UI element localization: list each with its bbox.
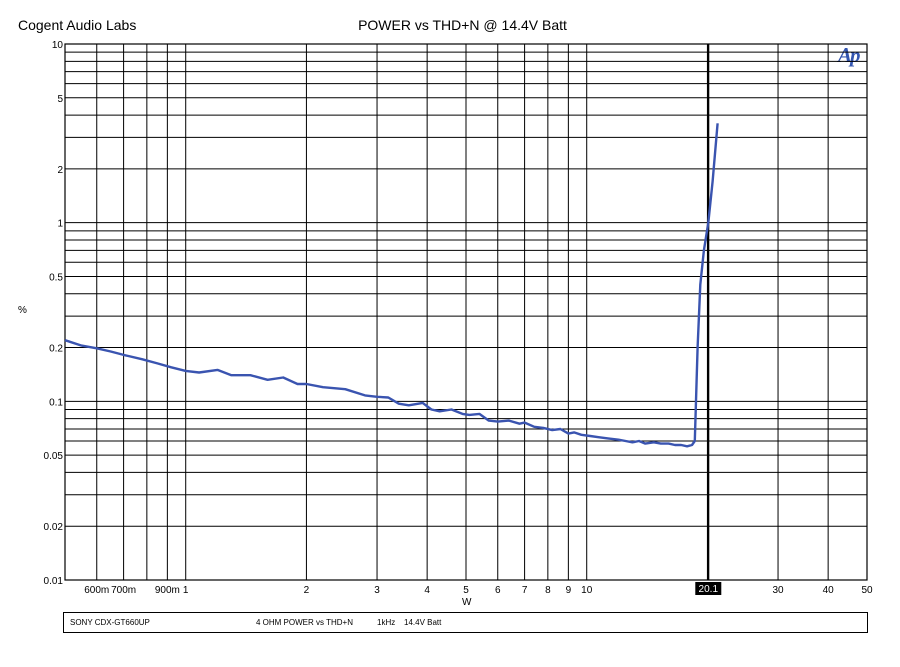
x-tick-label: 1 (183, 585, 189, 596)
y-tick-label: 0.05 (44, 451, 64, 462)
y-tick-label: 2 (57, 165, 63, 176)
y-tick-label: 0.1 (49, 397, 63, 408)
y-tick-label: 0.5 (49, 272, 63, 283)
y-tick-label: 1 (57, 219, 63, 230)
company-name: Cogent Audio Labs (18, 17, 137, 33)
x-tick-label: 2 (304, 585, 310, 596)
footer-description: 4 OHM POWER vs THD+N (256, 618, 353, 627)
x-tick-label: 6 (495, 585, 501, 596)
x-axis-label: W (462, 597, 472, 608)
footer-info-box: SONY CDX-GT660UP 4 OHM POWER vs THD+N 1k… (63, 612, 868, 633)
x-tick-label: 5 (463, 585, 469, 596)
y-tick-label: 5 (57, 94, 63, 105)
x-tick-label: 4 (424, 585, 430, 596)
marker-label-bg (695, 582, 722, 595)
x-tick-label: 40 (823, 585, 835, 596)
x-tick-label: 700m (111, 585, 136, 596)
y-tick-label: 0.01 (44, 576, 64, 587)
x-tick-label: 600m (84, 585, 109, 596)
footer-battery: 14.4V Batt (404, 618, 442, 627)
x-tick-label: 3 (374, 585, 380, 596)
footer-device: SONY CDX-GT660UP (70, 618, 150, 627)
x-tick-label: 900m (155, 585, 180, 596)
x-tick-label: 10 (581, 585, 593, 596)
chart-title: POWER vs THD+N @ 14.4V Batt (358, 17, 567, 33)
x-tick-label: 50 (861, 585, 873, 596)
y-tick-label: 10 (52, 40, 64, 51)
x-tick-label: 7 (522, 585, 528, 596)
x-tick-label: 30 (772, 585, 784, 596)
footer-frequency: 1kHz (377, 618, 396, 627)
y-axis-label: % (18, 305, 27, 316)
series-line (64, 123, 719, 448)
y-tick-label: 0.2 (49, 344, 63, 355)
plot-frame (64, 43, 868, 581)
y-tick-label: 0.02 (44, 522, 64, 533)
x-tick-label: 8 (545, 585, 551, 596)
marker-label: 20.1 (699, 584, 719, 595)
x-tick-label: 9 (566, 585, 572, 596)
